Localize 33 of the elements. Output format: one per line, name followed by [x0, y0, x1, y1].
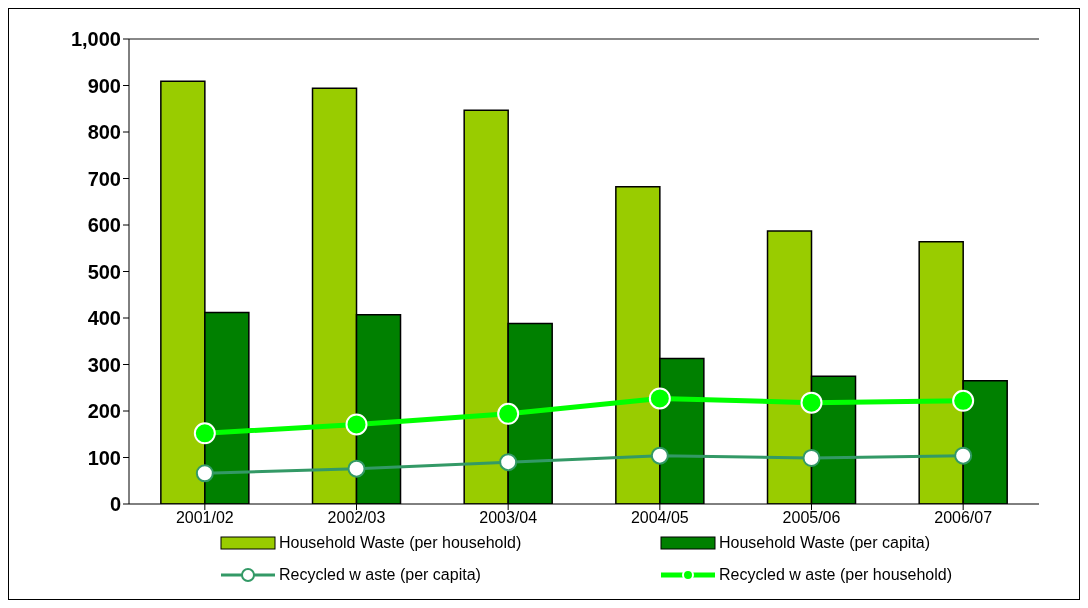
- point: [952, 389, 975, 412]
- x-tick-label: 2001/02: [175, 509, 234, 527]
- y-tick-label: 100: [87, 446, 121, 469]
- point: [499, 453, 518, 472]
- point: [648, 387, 671, 410]
- legend-label: Recycled w aste (per capita): [279, 566, 481, 584]
- point: [345, 413, 368, 436]
- x-tick-label: 2003/04: [479, 509, 538, 527]
- y-tick-label: 900: [87, 74, 121, 97]
- x-tick-label: 2004/05: [630, 509, 689, 527]
- point: [497, 402, 520, 425]
- legend-label: Recycled w aste (per household): [719, 566, 953, 584]
- x-tick-label: 2006/07: [934, 509, 993, 527]
- y-tick-label: 300: [87, 353, 121, 376]
- y-tick-label: 500: [87, 260, 121, 283]
- point: [195, 464, 214, 483]
- y-tick-label: 600: [87, 214, 121, 237]
- point: [802, 448, 821, 467]
- point: [193, 422, 216, 445]
- point: [954, 446, 973, 465]
- legend-label: Household Waste (per capita): [719, 534, 931, 552]
- x-tick-label: 2002/03: [327, 509, 386, 527]
- x-tick-label: 2005/06: [782, 509, 841, 527]
- y-tick-label: 800: [87, 121, 121, 144]
- y-tick-label: 200: [87, 400, 121, 423]
- y-tick-label: 400: [87, 307, 121, 330]
- legend-label: Household Waste (per household): [279, 534, 522, 552]
- y-tick-label: 0: [109, 493, 121, 516]
- point: [800, 391, 823, 414]
- y-tick-label: 700: [87, 167, 121, 190]
- y-tick-label: 1,000: [70, 28, 121, 51]
- point: [650, 446, 669, 465]
- point: [347, 459, 366, 478]
